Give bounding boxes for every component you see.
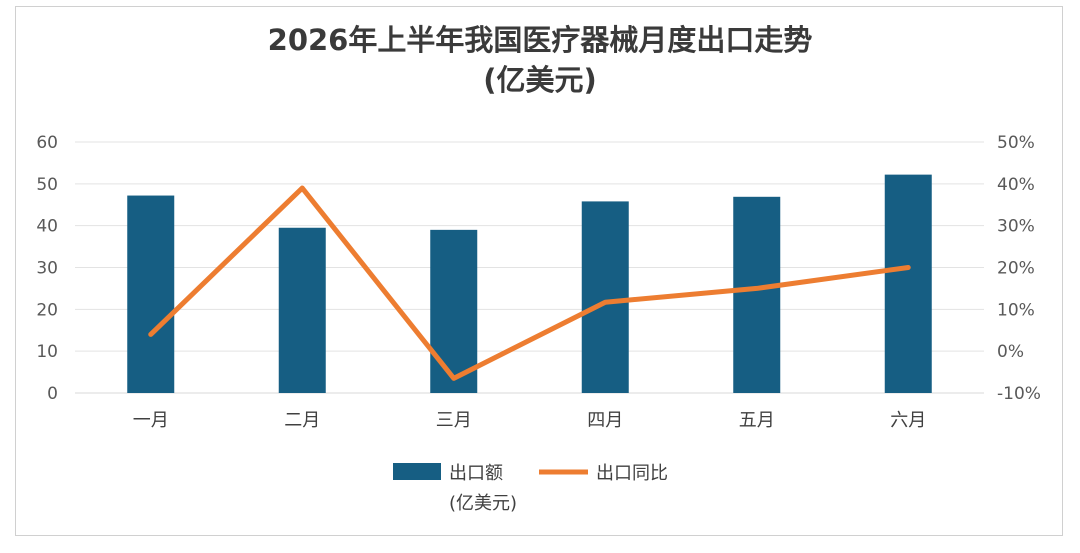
bar-export-value — [278, 227, 326, 393]
left-axis-tick-label: 40 — [36, 217, 58, 237]
legend-swatch-export-value — [393, 463, 441, 480]
category-label: 四月 — [587, 410, 623, 431]
left-axis-tick-label: 50 — [36, 175, 58, 195]
left-axis-tick-label: 0 — [47, 384, 58, 404]
line-export-yoy — [148, 185, 911, 381]
category-label: 一月 — [133, 410, 169, 431]
left-axis-tick-label: 30 — [36, 259, 58, 279]
bar-export-value — [733, 196, 781, 393]
left-axis-tick-label: 10 — [36, 342, 58, 362]
right-axis-tick-label: -10% — [997, 384, 1041, 404]
chart-title-line1: 2026年上半年我国医疗器械月度出口走势 — [267, 23, 813, 57]
line-series — [148, 185, 911, 381]
category-label: 三月 — [436, 410, 472, 431]
bar-export-value — [884, 174, 932, 393]
left-axis-ticks: 0 10 20 30 40 50 60 — [36, 133, 58, 404]
right-axis-tick-label: 20% — [997, 259, 1035, 279]
chart-title-line2: (亿美元) — [483, 63, 597, 97]
right-axis-tick-label: 30% — [997, 217, 1035, 237]
bar-export-value — [430, 229, 478, 393]
right-axis-tick-label: 10% — [997, 300, 1035, 320]
category-label: 六月 — [890, 410, 926, 431]
category-label: 二月 — [284, 410, 320, 431]
bar-export-value — [581, 201, 629, 393]
right-axis-ticks: -10% 0% 10% 20% 30% 40% 50% — [997, 133, 1041, 404]
legend-label-export-value-unit: (亿美元) — [449, 493, 517, 514]
right-axis-tick-label: 0% — [997, 342, 1024, 362]
chart-title: 2026年上半年我国医疗器械月度出口走势 (亿美元) — [0, 20, 1080, 100]
legend: 出口额 (亿美元) 出口同比 — [393, 463, 668, 514]
right-axis-tick-label: 50% — [997, 133, 1035, 153]
left-axis-tick-label: 20 — [36, 300, 58, 320]
category-label: 五月 — [739, 410, 775, 431]
category-axis-labels: 一月 二月 三月 四月 五月 六月 — [133, 410, 927, 431]
gridlines — [75, 141, 984, 394]
legend-label-export-yoy: 出口同比 — [596, 463, 668, 484]
legend-label-export-value: 出口额 — [449, 463, 503, 484]
bar-export-value — [127, 195, 175, 393]
right-axis-tick-label: 40% — [997, 175, 1035, 195]
left-axis-tick-label: 60 — [36, 133, 58, 153]
bar-series — [127, 174, 932, 393]
